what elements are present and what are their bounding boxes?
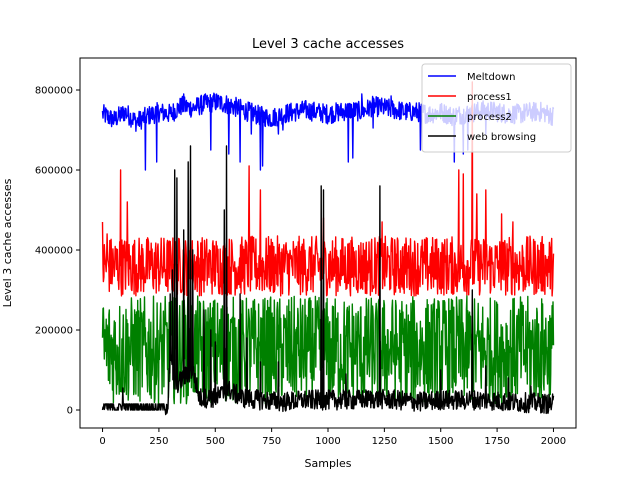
chart-title: Level 3 cache accesses [252, 37, 404, 52]
y-axis-label: Level 3 cache accesses [1, 178, 14, 307]
y-tick-label: 200000 [35, 326, 73, 337]
series-line-web-browsing [101, 145, 555, 416]
legend: Meltdown process1 process2 web browsing [421, 63, 572, 153]
legend-box [421, 63, 572, 153]
x-tick-label: 1250 [372, 436, 397, 447]
x-axis-label: Samples [305, 457, 352, 470]
x-tick-label: 1750 [484, 436, 509, 447]
legend-label: process1 [467, 92, 512, 103]
x-tick-label: 2000 [541, 436, 566, 447]
legend-label: process2 [467, 112, 512, 123]
x-tick-label: 250 [149, 436, 168, 447]
x-tick-label: 0 [99, 436, 105, 447]
legend-label: web browsing [467, 132, 536, 143]
x-tick-label: 1000 [315, 436, 340, 447]
y-tick-label: 800000 [35, 86, 73, 97]
x-axis-ticks: 0 250 500 750 1000 1250 1500 1750 2000 [99, 428, 566, 447]
x-tick-label: 500 [206, 436, 225, 447]
y-tick-label: 0 [67, 406, 73, 417]
y-axis-ticks: 0 200000 400000 600000 800000 [35, 86, 80, 417]
x-tick-label: 750 [262, 436, 281, 447]
x-tick-label: 1500 [428, 436, 453, 447]
legend-label: Meltdown [467, 72, 515, 83]
y-tick-label: 600000 [35, 166, 73, 177]
y-tick-label: 400000 [35, 246, 73, 257]
